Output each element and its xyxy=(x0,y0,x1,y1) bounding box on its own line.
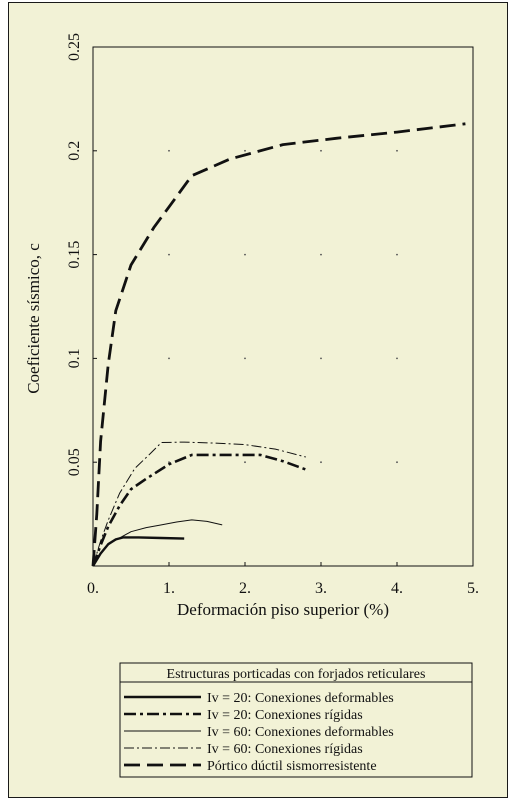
grid-dot xyxy=(168,461,170,464)
legend-label-5: Pórtico dúctil sismorresistente xyxy=(207,759,377,774)
series-line-4 xyxy=(92,441,306,567)
x-tick-label: 5. xyxy=(467,580,479,597)
legend-label-2: Iv = 20: Conexiones rígidas xyxy=(207,708,363,723)
legend-title: Estructuras porticadas con forjados reti… xyxy=(167,667,426,682)
grid-dot xyxy=(320,253,322,256)
series-line-3 xyxy=(92,519,223,567)
legend-box xyxy=(119,662,473,778)
grid-dot xyxy=(244,253,246,256)
grid-dot xyxy=(168,253,170,256)
legend: Estructuras porticadas con forjados reti… xyxy=(119,662,473,778)
grid-dot xyxy=(244,357,246,360)
y-axis-title: Coeficiente sísmico, c xyxy=(24,243,43,394)
x-tick-label: 3. xyxy=(315,580,327,597)
grid-dots xyxy=(168,149,398,464)
grid-dot xyxy=(168,357,170,360)
y-tick-label: 0.2 xyxy=(66,141,83,161)
grid-dot xyxy=(244,149,246,152)
y-tick-label: 0.25 xyxy=(66,33,83,61)
plot-area xyxy=(92,46,474,567)
legend-label-1: Iv = 20: Conexiones deformables xyxy=(207,691,394,706)
x-tick-label: 2. xyxy=(239,580,251,597)
grid-dot xyxy=(396,461,398,464)
y-tick-label: 0.05 xyxy=(66,448,83,476)
figure-frame: 0. 1. 2. 3. 4. 5. 0.05 0.1 0.15 0.2 0.25 Deformaci… xyxy=(8,2,508,798)
x-tick-label: 4. xyxy=(391,580,403,597)
series-line-5 xyxy=(91,122,466,567)
series-lines xyxy=(91,122,466,567)
series-line-2 xyxy=(91,453,307,567)
line-chart: 0. 1. 2. 3. 4. 5. 0.05 0.1 0.15 0.2 0.25 Deformaci… xyxy=(24,33,479,778)
legend-label-3: Iv = 60: Conexiones deformables xyxy=(207,725,394,740)
grid-dot xyxy=(244,461,246,464)
grid-dot xyxy=(168,149,170,152)
grid-dot xyxy=(320,461,322,464)
x-tick-label: 0. xyxy=(87,580,99,597)
series-line-1 xyxy=(91,536,185,567)
x-axis-title: Deformación piso superior (%) xyxy=(177,600,389,619)
grid-dot xyxy=(396,357,398,360)
x-tick-label: 1. xyxy=(163,580,175,597)
y-tick-label: 0.1 xyxy=(66,348,83,368)
axis-ticks: 0. 1. 2. 3. 4. 5. 0.05 0.1 0.15 0.2 0.25 xyxy=(66,33,479,597)
legend-label-4: Iv = 60: Conexiones rígidas xyxy=(207,742,363,757)
grid-dot xyxy=(320,357,322,360)
grid-dot xyxy=(320,149,322,152)
y-tick-label: 0.15 xyxy=(66,241,83,269)
grid-dot xyxy=(396,253,398,256)
grid-dot xyxy=(396,149,398,152)
